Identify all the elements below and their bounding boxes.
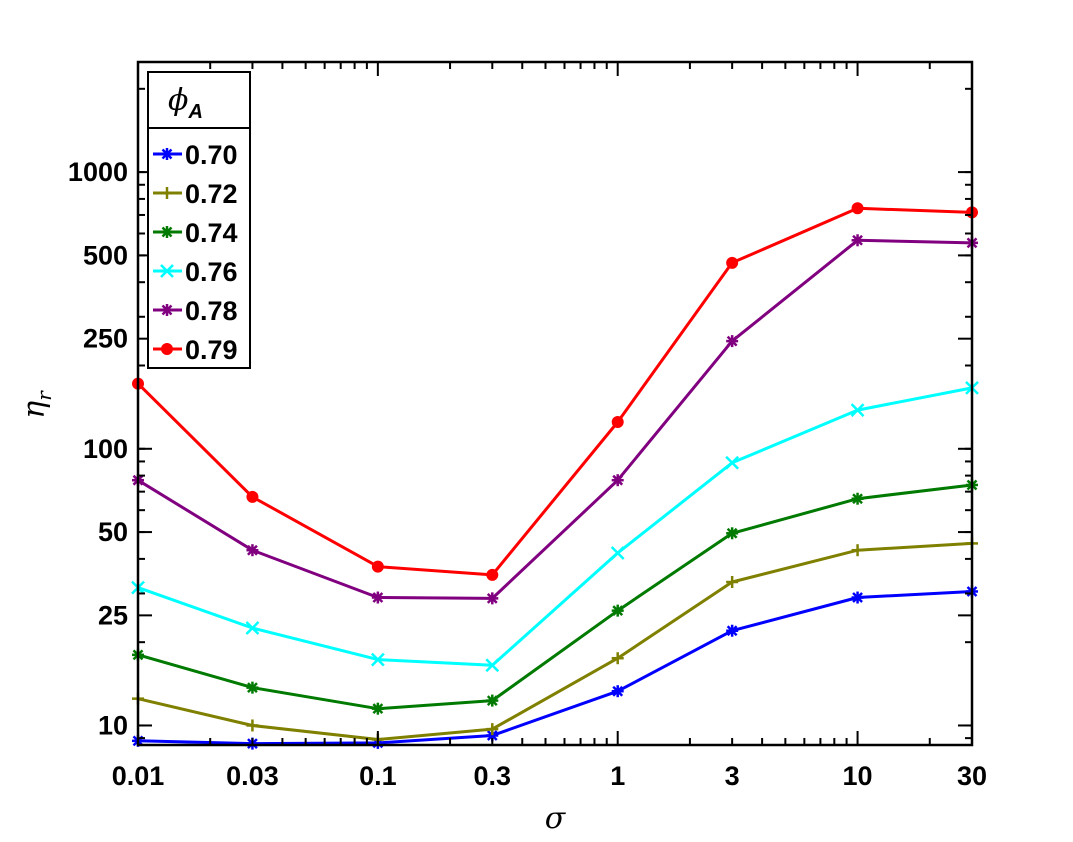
- data-point-0.79-5: [726, 256, 739, 269]
- data-point-0.78-5: [726, 335, 739, 348]
- y-axis-title-sub: r: [32, 390, 56, 401]
- legend-marker-0.74: [161, 226, 173, 238]
- data-point-0.76-3: [485, 658, 500, 673]
- y-tick-label-6: 1000: [68, 157, 128, 187]
- data-point-0.72-4: [611, 652, 624, 665]
- legend-marker-0.76: [160, 264, 174, 278]
- x-tick-label-7: 30: [957, 761, 987, 791]
- x-tick-label-2: 0.1: [359, 761, 397, 791]
- legend-title-sub: A: [187, 101, 202, 123]
- data-point-0.70-4: [611, 685, 624, 698]
- legend-label-0.76: 0.76: [185, 257, 238, 287]
- y-tick-label-1: 25: [98, 600, 128, 630]
- series-line-0.79: [136, 206, 973, 577]
- data-point-0.79-4: [611, 415, 624, 428]
- legend-title: ϕA: [168, 83, 203, 123]
- data-point-0.70-5: [726, 624, 739, 637]
- data-point-0.79-1: [246, 490, 259, 503]
- data-point-0.72-6: [851, 544, 864, 557]
- series-0.74: [132, 478, 978, 715]
- series-0.72: [132, 537, 978, 746]
- y-axis-title: ηr: [17, 390, 56, 419]
- data-point-0.76-5: [725, 455, 740, 470]
- x-tick-label-6: 10: [843, 761, 873, 791]
- x-tick-label-3: 0.3: [474, 761, 512, 791]
- data-point-0.78-6: [851, 234, 864, 247]
- x-axis-title: σ: [545, 801, 567, 836]
- data-point-0.72-3: [486, 723, 499, 736]
- legend-marker-0.78: [161, 304, 173, 316]
- x-tick-label-1: 0.03: [226, 761, 279, 791]
- data-point-0.78-2: [371, 591, 384, 604]
- y-tick-label-2: 50: [98, 517, 128, 547]
- legend-entries: 0.70 0.72 0.74 0.76 0.78 0.79: [153, 140, 238, 365]
- data-point-0.74-6: [851, 492, 864, 505]
- data-point-0.79-2: [371, 560, 384, 573]
- legend-entry-0.72: 0.72: [153, 179, 238, 209]
- x-tick-label-4: 1: [610, 761, 625, 791]
- series-line-0.70: [137, 590, 973, 746]
- legend: ϕA 0.70 0.72 0.74 0.76 0.78 0.79: [147, 71, 251, 369]
- legend-marker-0.72: [161, 187, 173, 199]
- legend-box: [147, 71, 251, 369]
- y-tick-label-5: 500: [83, 240, 128, 270]
- legend-marker-0.70: [161, 148, 173, 160]
- data-point-0.72-5: [726, 576, 739, 589]
- series-line-0.76: [137, 386, 973, 667]
- data-point-0.70-6: [851, 591, 864, 604]
- legend-marker-0.79: [161, 343, 173, 355]
- series-line-0.72: [137, 541, 973, 741]
- data-point-0.76-6: [850, 403, 865, 417]
- data-point-0.74-2: [371, 702, 384, 715]
- series-0.76: [131, 381, 979, 673]
- legend-title-main: ϕ: [168, 83, 188, 118]
- y-axis-title-main: η: [17, 401, 52, 419]
- legend-label-0.70: 0.70: [185, 140, 238, 170]
- plot-frame: [136, 60, 974, 747]
- legend-label-0.72: 0.72: [185, 179, 238, 209]
- data-point-0.72-1: [246, 719, 259, 732]
- legend-entry-0.70: 0.70: [153, 140, 238, 170]
- data-point-0.74-5: [726, 527, 739, 540]
- data-point-0.74-3: [486, 694, 499, 707]
- y-tick-label-4: 250: [83, 324, 128, 354]
- series-0.78: [132, 234, 978, 605]
- axes-layer: 0.01 0.03 0.1 0.3 1 3 10 30 10 25 50 100 250 500 1000: [68, 60, 987, 791]
- series-line-0.74: [137, 483, 973, 711]
- data-point-0.74-4: [611, 604, 624, 617]
- data-point-0.79-3: [486, 568, 499, 581]
- legend-label-0.78: 0.78: [185, 296, 238, 326]
- legend-entry-0.74: 0.74: [153, 218, 238, 248]
- data-point-0.79-6: [851, 202, 864, 215]
- data-point-0.74-1: [246, 681, 259, 694]
- series-layer: [131, 202, 979, 750]
- x-tick-label-0: 0.01: [112, 761, 165, 791]
- legend-label-0.79: 0.79: [185, 335, 238, 365]
- data-point-0.78-1: [246, 544, 259, 557]
- series-0.79: [132, 202, 978, 581]
- y-tick-label-3: 100: [83, 434, 128, 464]
- legend-entry-0.78: 0.78: [153, 296, 238, 326]
- x-tick-label-5: 3: [725, 761, 740, 791]
- legend-label-0.74: 0.74: [185, 218, 238, 248]
- series-line-0.78: [137, 238, 973, 600]
- data-point-0.76-2: [370, 652, 385, 667]
- legend-entry-0.76: 0.76: [153, 257, 238, 287]
- data-point-0.76-4: [610, 546, 625, 560]
- legend-entry-0.79: 0.79: [153, 335, 238, 365]
- data-point-0.78-3: [486, 592, 499, 605]
- data-point-0.78-4: [611, 474, 624, 487]
- data-point-0.76-1: [245, 621, 260, 635]
- y-tick-label-0: 10: [98, 710, 128, 740]
- data-point-0.70-3: [486, 729, 499, 742]
